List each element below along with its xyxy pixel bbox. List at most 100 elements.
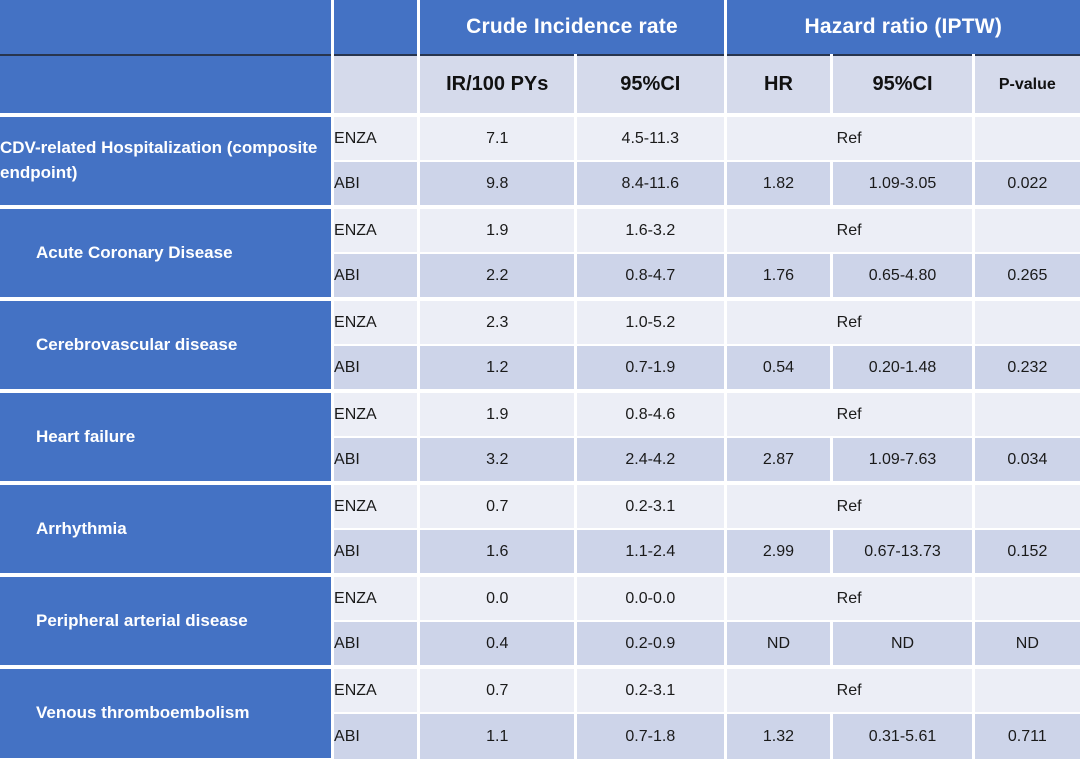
- p-value-empty: [971, 297, 1080, 346]
- condition-label: Heart failure: [0, 389, 335, 484]
- p-value-empty: [971, 389, 1080, 438]
- p-value-empty: [971, 665, 1080, 714]
- table-row-enza: CDV-related Hospitalization (composite e…: [0, 113, 1080, 208]
- hr-ci-value: ND: [830, 620, 975, 668]
- ir-value: 9.8: [417, 160, 578, 208]
- condition-label: Peripheral arterial disease: [0, 573, 335, 668]
- table-row-abi: ABI 2.2 0.8-4.7 1.76 0.65-4.80 0.265: [0, 252, 1080, 300]
- ir-value: 1.6: [417, 528, 578, 576]
- ci-column-header: 95%CI: [574, 54, 727, 116]
- ci-value: 1.6-3.2: [574, 205, 727, 254]
- table-row-abi: ABI 9.8 8.4-11.6 1.82 1.09-3.05 0.022: [0, 160, 1080, 208]
- arm-label: ENZA: [331, 297, 421, 346]
- ir-value: 1.9: [417, 389, 578, 438]
- table-row-abi: ABI 0.4 0.2-0.9 ND ND ND: [0, 620, 1080, 668]
- table-row-abi: ABI 3.2 2.4-4.2 2.87 1.09-7.63 0.034: [0, 436, 1080, 484]
- p-value: 0.034: [971, 436, 1080, 484]
- ci-value: 1.1-2.4: [574, 528, 727, 576]
- table-row-enza: Acute Coronary Disease ENZA 1.9 1.6-3.2 …: [0, 205, 1080, 300]
- crude-incidence-header: Crude Incidence rate: [417, 0, 727, 56]
- ref-value: Ref: [723, 205, 975, 254]
- table-header: Crude Incidence rate Hazard ratio (IPTW)…: [0, 0, 1080, 116]
- condition-label: Venous thromboembolism: [0, 665, 335, 760]
- hr-ci-value: 0.20-1.48: [830, 344, 975, 392]
- ref-value: Ref: [723, 665, 975, 714]
- hr-value: 2.99: [723, 528, 834, 576]
- hr-column-header: HR: [723, 54, 834, 116]
- hr-value: 1.76: [723, 252, 834, 300]
- ir-value: 3.2: [417, 436, 578, 484]
- arm-label: ENZA: [331, 113, 421, 162]
- ref-value: Ref: [723, 389, 975, 438]
- table-row-enza: Cerebrovascular disease ENZA 2.3 1.0-5.2…: [0, 297, 1080, 392]
- hr-ci-value: 1.09-7.63: [830, 436, 975, 484]
- table-row-enza: Heart failure ENZA 1.9 0.8-4.6 Ref: [0, 389, 1080, 484]
- table-row-abi: ABI 1.1 0.7-1.8 1.32 0.31-5.61 0.711: [0, 712, 1080, 759]
- hr-value: ND: [723, 620, 834, 668]
- ci-value: 0.7-1.8: [574, 712, 727, 759]
- corner-cell: [0, 0, 335, 56]
- header-group-row: Crude Incidence rate Hazard ratio (IPTW): [0, 0, 1080, 56]
- condition-label: Acute Coronary Disease: [0, 205, 335, 300]
- ir-value: 0.0: [417, 573, 578, 622]
- p-value-empty: [971, 481, 1080, 530]
- condition-label: Cerebrovascular disease: [0, 297, 335, 392]
- ir-value: 7.1: [417, 113, 578, 162]
- arm-label: ABI: [332, 252, 421, 300]
- ci-value: 0.7-1.9: [574, 344, 727, 392]
- arm-label: ENZA: [331, 205, 421, 254]
- arm-label: ABI: [332, 436, 421, 484]
- ci-value: 0.8-4.6: [574, 389, 727, 438]
- ci-value: 0.0-0.0: [574, 573, 727, 622]
- ci-value: 4.5-11.3: [574, 113, 727, 162]
- ir-column-header: IR/100 PYs: [417, 54, 578, 116]
- ref-value: Ref: [723, 481, 975, 530]
- hr-value: 2.87: [723, 436, 834, 484]
- arm-label: ENZA: [331, 573, 421, 622]
- p-value-column-header: P-value: [971, 54, 1080, 116]
- condition-label: CDV-related Hospitalization (composite e…: [0, 113, 335, 208]
- table-row-enza: Arrhythmia ENZA 0.7 0.2-3.1 Ref: [0, 481, 1080, 576]
- table-row-abi: ABI 1.2 0.7-1.9 0.54 0.20-1.48 0.232: [0, 344, 1080, 392]
- ci-value: 8.4-11.6: [574, 160, 727, 208]
- arm-label: ABI: [332, 160, 421, 208]
- hr-ci-value: 0.65-4.80: [830, 252, 975, 300]
- ci-value: 0.2-3.1: [574, 665, 727, 714]
- ir-value: 0.7: [417, 665, 578, 714]
- condition-column-header: [0, 54, 335, 116]
- p-value: 0.232: [971, 344, 1080, 392]
- hr-ci-column-header: 95%CI: [830, 54, 975, 116]
- ci-value: 0.2-3.1: [574, 481, 727, 530]
- arm-column-header: [331, 54, 421, 116]
- ir-value: 1.2: [417, 344, 578, 392]
- ref-value: Ref: [723, 573, 975, 622]
- ref-value: Ref: [723, 297, 975, 346]
- ci-value: 0.2-0.9: [574, 620, 727, 668]
- arm-corner-cell: [331, 0, 421, 56]
- p-value: ND: [971, 620, 1080, 668]
- table-row-enza: Peripheral arterial disease ENZA 0.0 0.0…: [0, 573, 1080, 668]
- p-value: 0.265: [971, 252, 1080, 300]
- table-row-abi: ABI 1.6 1.1-2.4 2.99 0.67-13.73 0.152: [0, 528, 1080, 576]
- arm-label: ABI: [332, 712, 421, 759]
- arm-label: ENZA: [331, 665, 421, 714]
- hr-value: 1.82: [723, 160, 834, 208]
- ci-value: 1.0-5.2: [574, 297, 727, 346]
- p-value-empty: [971, 113, 1080, 162]
- condition-label: Arrhythmia: [0, 481, 335, 576]
- arm-label: ABI: [332, 528, 421, 576]
- arm-label: ENZA: [331, 389, 421, 438]
- subheader-row: IR/100 PYs 95%CI HR 95%CI P-value: [0, 54, 1080, 116]
- hr-value: 1.32: [723, 712, 834, 759]
- arm-label: ENZA: [331, 481, 421, 530]
- ir-value: 1.9: [417, 205, 578, 254]
- hazard-ratio-header: Hazard ratio (IPTW): [723, 0, 1080, 56]
- p-value: 0.711: [971, 712, 1080, 759]
- arm-label: ABI: [332, 344, 421, 392]
- ir-value: 2.2: [417, 252, 578, 300]
- ir-value: 0.7: [417, 481, 578, 530]
- ir-value: 1.1: [417, 712, 578, 759]
- table-body: CDV-related Hospitalization (composite e…: [0, 113, 1080, 760]
- table-row-enza: Venous thromboembolism ENZA 0.7 0.2-3.1 …: [0, 665, 1080, 760]
